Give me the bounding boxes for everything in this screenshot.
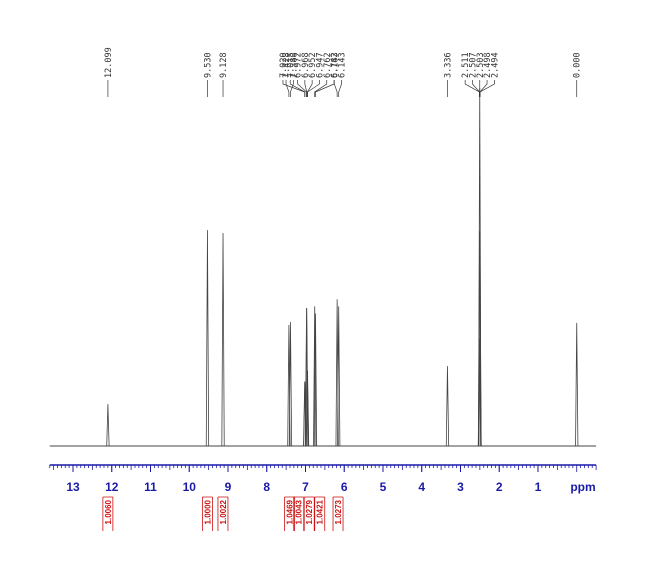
integral-bracket xyxy=(202,496,213,531)
x-tick-label: 12 xyxy=(105,480,119,494)
peak-label: 2.503 xyxy=(476,52,486,78)
peak-label: 6.972 xyxy=(294,52,304,78)
integral-label: 1.0421 xyxy=(316,499,325,524)
peak-label: 6.742 xyxy=(330,52,340,78)
x-tick-label: 4 xyxy=(418,480,425,494)
peak-label: 0.000 xyxy=(573,52,583,78)
peak-label: 2.511 xyxy=(461,52,471,78)
x-tick-label: 11 xyxy=(144,480,157,494)
peak-connector xyxy=(338,80,342,97)
x-tick-label: 1 xyxy=(535,480,542,494)
peak-label: 6.952 xyxy=(308,52,318,78)
peak-label: 2.498 xyxy=(483,52,493,78)
integral-label: 1.0273 xyxy=(334,499,343,524)
peak-connector xyxy=(290,80,294,97)
integral-bracket xyxy=(332,496,344,531)
peak-connector xyxy=(314,80,328,97)
peak-label: 7.020 xyxy=(279,52,289,78)
integral-label: 1.0000 xyxy=(203,499,212,524)
integral-label: 1.0469 xyxy=(286,499,295,524)
peak-label: 9.128 xyxy=(219,52,229,78)
integral-label: 1.0022 xyxy=(219,499,228,524)
peak-label: 3.336 xyxy=(443,52,453,78)
peak-label: 9.530 xyxy=(203,52,213,78)
peak-connector xyxy=(479,80,495,97)
peak-label: 7.428 xyxy=(282,52,292,78)
integral-bracket xyxy=(303,496,315,531)
x-tick-label: 8 xyxy=(263,480,270,494)
peak-label: 7.015 xyxy=(286,52,296,78)
peak-label: 2.507 xyxy=(468,52,478,78)
integral-bracket xyxy=(284,496,296,531)
peak-connector xyxy=(333,80,338,97)
x-tick-label: 2 xyxy=(496,480,503,494)
peak-label: 6.947 xyxy=(315,52,325,78)
peak-connector xyxy=(307,80,320,97)
peak-label: 6.143 xyxy=(338,52,348,78)
peak xyxy=(337,306,341,447)
integral-bracket xyxy=(217,496,229,531)
x-tick-label: 13 xyxy=(66,480,80,494)
integral-label: 1.0043 xyxy=(295,499,304,524)
peak-connector xyxy=(285,80,290,97)
x-axis-label: ppm xyxy=(570,480,595,494)
peak-label: 12.099 xyxy=(104,47,114,78)
x-tick-label: 7 xyxy=(302,480,309,494)
peak xyxy=(478,338,482,447)
integral-bracket xyxy=(314,496,326,531)
x-tick-label: 6 xyxy=(341,480,348,494)
peak-label: 2.494 xyxy=(490,52,500,78)
peak xyxy=(221,232,225,447)
peak xyxy=(205,230,210,447)
integral-bracket xyxy=(293,496,305,531)
peak-label: 6.968 xyxy=(301,52,311,78)
x-tick-label: 5 xyxy=(380,480,387,494)
peak xyxy=(313,306,317,447)
x-tick-label: 9 xyxy=(225,480,232,494)
peak-connector xyxy=(289,80,306,97)
integral-label: 1.0060 xyxy=(104,499,113,524)
peak xyxy=(288,322,293,447)
peak-label: 6.183 xyxy=(330,52,340,78)
peak xyxy=(106,404,110,447)
peak-label: 7.388 xyxy=(289,52,299,78)
peak xyxy=(313,313,318,447)
peak xyxy=(575,322,579,447)
x-tick-label: 10 xyxy=(183,480,197,494)
integral-bracket xyxy=(102,496,114,531)
integral-label: 1.0279 xyxy=(305,499,314,524)
peak-label: 6.762 xyxy=(323,52,333,78)
peak-connector xyxy=(304,80,308,97)
peak xyxy=(445,366,450,447)
x-tick-label: 3 xyxy=(457,480,464,494)
peak xyxy=(305,370,310,447)
